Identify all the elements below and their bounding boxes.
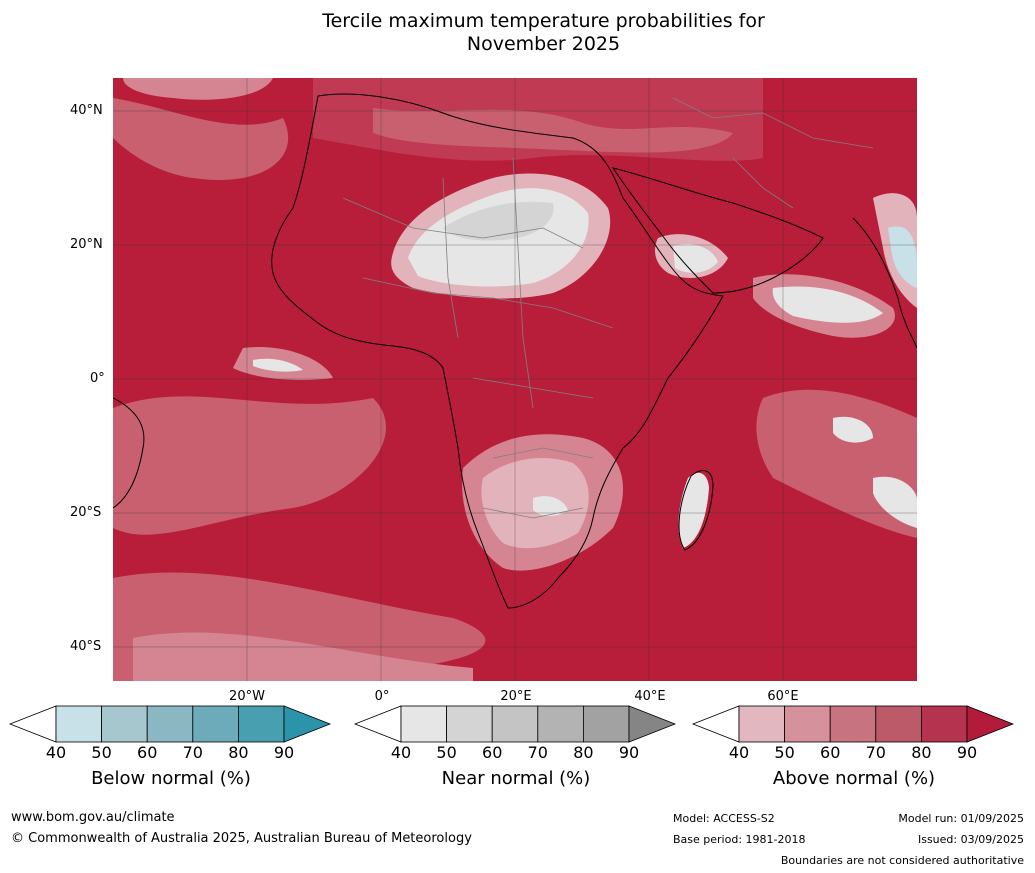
south-ocean-light: [133, 632, 473, 681]
indian-ocean-shade: [756, 389, 917, 538]
footer-copyright: © Commonwealth of Australia 2025, Austra…: [11, 831, 472, 846]
arabia-coastline: [611, 167, 824, 294]
chart-title: Tercile maximum temperature probabilitie…: [0, 10, 1035, 56]
above-normal-tick-50: 50: [774, 743, 795, 762]
footer-base-period: Base period: 1981-2018: [673, 833, 806, 846]
colorbar-near-normal-svg: [353, 705, 677, 743]
below-normal-tick-40: 40: [45, 743, 67, 762]
below-normal-swatch-5: [237, 705, 285, 743]
colorbar-near-normal: [353, 705, 677, 743]
above-normal-swatch-4: [875, 705, 922, 743]
footer-issued: Issued: 03/09/2025: [917, 833, 1024, 846]
legend-title-near-normal: Near normal (%): [441, 768, 591, 789]
above-normal-tick-40: 40: [728, 743, 750, 762]
arabia-near: [673, 243, 718, 273]
above-normal-tick-70: 70: [865, 743, 886, 762]
equatorial-atlantic-near: [253, 358, 303, 372]
below-normal-tick-50: 50: [91, 743, 112, 762]
below-normal-swatch-4: [192, 705, 239, 743]
madagascar-near: [678, 472, 709, 548]
africa-coastline: [271, 93, 724, 609]
near-normal-tick-50: 50: [436, 743, 457, 762]
arabian-sea-near: [772, 286, 883, 323]
south-america-coastline: [113, 397, 145, 509]
above-normal-high-triangle: [966, 705, 1015, 743]
lon-label-60e: 60°E: [767, 689, 799, 704]
title-line-1: Tercile maximum temperature probabilitie…: [322, 10, 765, 32]
title-line-2: November 2025: [466, 33, 621, 55]
atlantic-south-shade: [113, 396, 386, 535]
lat-label-20s: 20°S: [70, 505, 102, 520]
legend-title-above-normal: Above normal (%): [772, 768, 936, 789]
lat-label-40n: 40°N: [70, 103, 103, 118]
madagascar-coastline: [678, 470, 714, 551]
colorbar-below-normal-svg: [8, 705, 332, 743]
colorbar-above-normal-svg: [691, 705, 1015, 743]
india-coastline: [852, 217, 917, 349]
near-normal-low-triangle: [353, 705, 402, 743]
colorbar-above-normal: [691, 705, 1015, 743]
below-normal-swatch-3: [146, 705, 194, 743]
below-normal-swatch-2: [101, 705, 148, 743]
near-normal-swatch-4: [537, 705, 584, 743]
lon-label-20e: 20°E: [500, 689, 532, 704]
near-normal-high-triangle: [628, 705, 677, 743]
near-normal-tick-70: 70: [527, 743, 548, 762]
indian-ocean-near-2: [873, 476, 917, 528]
footer-boundaries-note: Boundaries are not considered authoritat…: [780, 854, 1024, 867]
below-normal-tick-80: 80: [228, 743, 249, 762]
lat-label-40s: 40°S: [70, 639, 102, 654]
above-normal-tick-60: 60: [820, 743, 841, 762]
north-atlantic-shade: [113, 98, 289, 180]
below-normal-tick-70: 70: [182, 743, 203, 762]
lat-label-20n: 20°N: [70, 237, 103, 252]
graticule: [113, 78, 917, 681]
map-panel: [113, 78, 917, 681]
southern-africa-near: [533, 496, 568, 516]
above-normal-swatch-3: [829, 705, 877, 743]
country-borders: [342, 97, 874, 519]
above-normal-low-triangle: [691, 705, 740, 743]
colorbar-below-normal: [8, 705, 332, 743]
indian-ocean-near: [833, 416, 873, 443]
india-below-normal: [888, 226, 917, 288]
below-normal-tick-90: 90: [273, 743, 295, 762]
above-normal-swatch-2: [784, 705, 831, 743]
below-normal-tick-60: 60: [137, 743, 158, 762]
north-atlantic-light: [123, 78, 273, 100]
above-normal-swatch-5: [920, 705, 968, 743]
lat-label-0: 0°: [90, 371, 105, 386]
footer-website: www.bom.gov.au/climate: [11, 810, 175, 825]
lon-label-0: 0°: [374, 689, 390, 704]
lon-label-20w: 20°W: [229, 689, 265, 704]
near-normal-tick-90: 90: [618, 743, 640, 762]
below-normal-low-triangle: [8, 705, 57, 743]
footer-model-run: Model run: 01/09/2025: [898, 812, 1024, 825]
lon-label-40e: 40°E: [634, 689, 666, 704]
near-normal-swatch-3: [491, 705, 539, 743]
near-normal-swatch-1: [400, 705, 447, 743]
near-normal-swatch-2: [446, 705, 493, 743]
footer-model: Model: ACCESS-S2: [673, 812, 775, 825]
near-normal-tick-80: 80: [573, 743, 594, 762]
near-normal-tick-40: 40: [390, 743, 412, 762]
near-normal-swatch-5: [582, 705, 630, 743]
legend-title-below-normal: Below normal (%): [91, 768, 251, 789]
above-normal-swatch-1: [738, 705, 785, 743]
above-normal-tick-80: 80: [911, 743, 932, 762]
below-normal-high-triangle: [283, 705, 332, 743]
probability-map: [113, 78, 917, 681]
below-normal-swatch-1: [55, 705, 102, 743]
above-normal-tick-90: 90: [956, 743, 978, 762]
near-normal-tick-60: 60: [482, 743, 503, 762]
